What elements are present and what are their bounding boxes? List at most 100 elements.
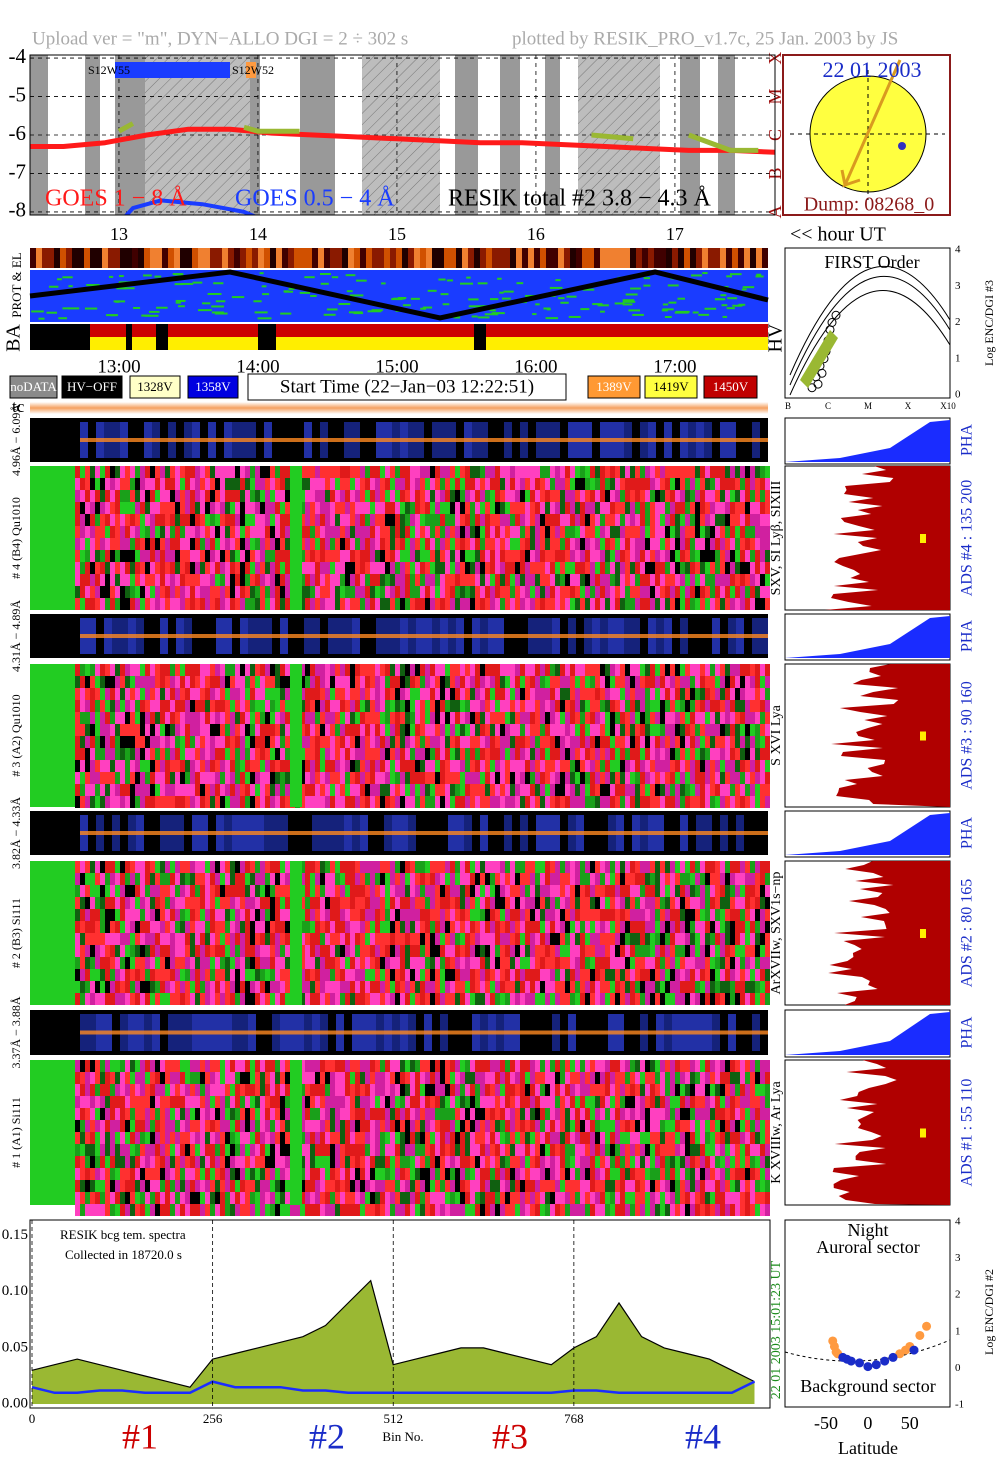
spectrogram-cell bbox=[650, 688, 655, 700]
ba-strip-cell bbox=[408, 324, 414, 337]
ba-strip-cell bbox=[582, 324, 588, 337]
spectrogram-cell bbox=[385, 897, 390, 909]
spectrogram-cell bbox=[560, 586, 565, 598]
ba-strip-cell bbox=[516, 324, 522, 337]
spectrogram-cell bbox=[120, 945, 125, 957]
spectrogram-cell bbox=[320, 897, 325, 909]
spectrogram-cell bbox=[255, 490, 260, 502]
spectrogram-cell bbox=[325, 921, 330, 933]
spectrogram-cell bbox=[605, 598, 610, 610]
spectrogram-cell bbox=[235, 466, 240, 478]
spectrogram-cell bbox=[410, 897, 415, 909]
spectrogram-cell bbox=[745, 490, 750, 502]
spectrogram-cell bbox=[575, 490, 580, 502]
spectrogram-cell bbox=[135, 490, 140, 502]
spectrogram-cell bbox=[175, 526, 180, 538]
spectrogram-cell bbox=[670, 514, 675, 526]
spectrogram-cell bbox=[435, 664, 440, 676]
spectrogram-cell bbox=[700, 514, 705, 526]
spectrogram-cell bbox=[320, 993, 325, 1005]
spectrogram-cell bbox=[280, 993, 285, 1005]
spectrogram-cell bbox=[610, 574, 615, 586]
spectrogram-cell bbox=[725, 760, 730, 772]
spectrogram-cell bbox=[165, 490, 170, 502]
spectrogram-cell bbox=[590, 700, 595, 712]
spectrogram-cell bbox=[765, 562, 770, 574]
spectrogram-cell bbox=[125, 574, 130, 586]
spectrogram-cell bbox=[170, 550, 175, 562]
ba-strip-cell bbox=[126, 324, 132, 337]
spectrogram-cell bbox=[95, 748, 100, 760]
ba-strip-cell bbox=[348, 324, 354, 337]
spectrogram-cell bbox=[760, 700, 765, 712]
spectrogram-cell bbox=[630, 586, 635, 598]
spectrogram-cell bbox=[610, 598, 615, 610]
prot-noise bbox=[58, 317, 68, 320]
spectrogram-cell bbox=[760, 490, 765, 502]
spectrogram-cell bbox=[645, 478, 650, 490]
hv-strip-cell bbox=[678, 337, 684, 350]
spectrogram-cell bbox=[80, 861, 85, 873]
spectrogram-cell bbox=[280, 490, 285, 502]
spectrogram-cell bbox=[380, 957, 385, 969]
spectrogram-cell bbox=[395, 748, 400, 760]
spectrogram-cell bbox=[390, 502, 395, 514]
spectrogram-cell bbox=[250, 772, 255, 784]
spectrogram-cell bbox=[180, 724, 185, 736]
spectrogram-cell bbox=[110, 664, 115, 676]
spectrogram-cell bbox=[490, 490, 495, 502]
spectrogram-cell bbox=[530, 526, 535, 538]
spectrogram-cell bbox=[390, 796, 395, 808]
spectrogram-cell bbox=[180, 538, 185, 550]
spectrogram-cell bbox=[355, 736, 360, 748]
spectrogram-cell bbox=[205, 550, 210, 562]
spectrogram-cell bbox=[380, 772, 385, 784]
spectrogram-cell bbox=[420, 490, 425, 502]
spectrogram-cell bbox=[610, 784, 615, 796]
spectrogram-cell bbox=[360, 945, 365, 957]
spectrogram-cell bbox=[105, 550, 110, 562]
spectrogram-cell bbox=[685, 784, 690, 796]
spectrogram-cell bbox=[490, 478, 495, 490]
spectrogram-cell bbox=[720, 490, 725, 502]
spectrogram-cell bbox=[430, 784, 435, 796]
spectrogram-cell bbox=[155, 796, 160, 808]
spectrogram-cell bbox=[90, 969, 95, 981]
spectrogram-cell bbox=[460, 562, 465, 574]
tc-bar bbox=[30, 402, 768, 414]
spectrogram-cell bbox=[345, 784, 350, 796]
spectrogram-cell bbox=[280, 969, 285, 981]
spectrogram-cell bbox=[750, 736, 755, 748]
spectrogram-cell bbox=[75, 909, 80, 921]
spectrogram-cell bbox=[650, 760, 655, 772]
spectrogram-cell bbox=[180, 466, 185, 478]
spectrogram-cell bbox=[135, 969, 140, 981]
spectrogram-cell bbox=[105, 760, 110, 772]
spectrogram-cell bbox=[690, 784, 695, 796]
spectrogram-cell bbox=[530, 712, 535, 724]
spectrogram-cell bbox=[115, 514, 120, 526]
spectrogram-cell bbox=[345, 724, 350, 736]
spectrogram-cell bbox=[650, 478, 655, 490]
spectrogram-cell bbox=[765, 748, 770, 760]
spectrogram-cell bbox=[675, 490, 680, 502]
spectrogram-cell bbox=[480, 772, 485, 784]
spectrogram-cell bbox=[380, 712, 385, 724]
spectrogram-cell bbox=[170, 490, 175, 502]
spectrogram-cell bbox=[220, 598, 225, 610]
spectrogram-cell bbox=[425, 562, 430, 574]
spectrogram-cell bbox=[440, 562, 445, 574]
spectrogram-cell bbox=[240, 598, 245, 610]
spectrogram-cell bbox=[690, 550, 695, 562]
spectrogram-cell bbox=[160, 490, 165, 502]
spectrogram-cell bbox=[395, 538, 400, 550]
spectrogram-cell bbox=[200, 993, 205, 1005]
spectrogram-cell bbox=[725, 574, 730, 586]
spectrogram-cell bbox=[575, 712, 580, 724]
spectrogram-cell bbox=[265, 748, 270, 760]
spectrogram-cell bbox=[535, 526, 540, 538]
spectrogram-cell bbox=[675, 676, 680, 688]
spectrogram-cell bbox=[520, 514, 525, 526]
spectrogram-cell bbox=[635, 586, 640, 598]
spectrogram-cell bbox=[115, 760, 120, 772]
